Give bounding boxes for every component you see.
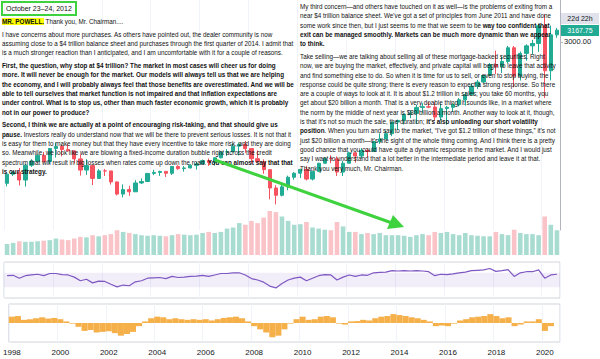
svg-text:2014: 2014 xyxy=(391,348,409,357)
html-text:My third concern—and others ha: My third concern—and others have touched… xyxy=(300,3,553,48)
html-text:3167.75: 3167.75 xyxy=(567,26,593,34)
svg-text:2018: 2018 xyxy=(488,348,506,357)
svg-text:2008: 2008 xyxy=(245,348,263,357)
svg-text:2002: 2002 xyxy=(100,348,118,357)
svg-text:2020: 2020 xyxy=(536,348,554,357)
svg-text:2006: 2006 xyxy=(197,348,215,357)
html-text:I have concerns about more pur: I have concerns about more purchases. As… xyxy=(2,30,294,57)
html-text:Take selling—we are talking ab: Take selling—we are talking about sellin… xyxy=(300,53,556,172)
html-text:22d 22h: 22d 22h xyxy=(567,15,593,23)
svg-text:2004: 2004 xyxy=(148,348,166,357)
svg-text:2012: 2012 xyxy=(342,348,360,357)
svg-text:2010: 2010 xyxy=(294,348,312,357)
html-text:October 23–24, 2012: October 23–24, 2012 xyxy=(6,5,72,12)
svg-text:2000: 2000 xyxy=(51,348,69,357)
html-text:MR. POWELL. Thank you, Mr. Cha: MR. POWELL. Thank you, Mr. Chairman.... xyxy=(2,18,124,25)
html-text:Second, I think we are actuall: Second, I think we are actually at a poi… xyxy=(2,121,293,175)
html-text:First, the question, why stop: First, the question, why stop at $4 tril… xyxy=(2,62,294,116)
svg-text:1998: 1998 xyxy=(3,348,21,357)
svg-text:3000.00: 3000.00 xyxy=(564,37,591,46)
svg-text:2016: 2016 xyxy=(439,348,457,357)
